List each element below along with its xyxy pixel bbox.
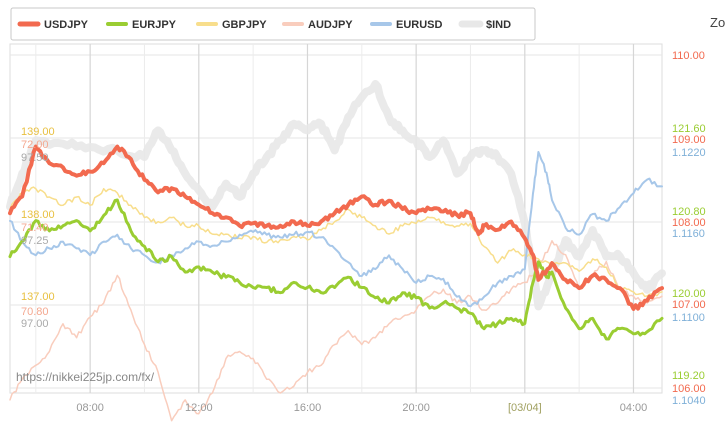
axis-layer: 08:00 12:00 16:00 20:00 [03/04] 04:00 110.00 10… [21, 50, 706, 414]
right-tick-eurjpy-3: 119.20 [672, 370, 705, 382]
x-tick-label-1: 12:00 [185, 402, 213, 414]
legend-box [10, 7, 536, 41]
right-tick-usdjpy-0: 110.00 [672, 50, 705, 62]
series-line-eurusd [9, 151, 663, 308]
x-tick-label-3: 20:00 [402, 402, 430, 414]
series-line-usdjpy [8, 144, 664, 311]
legend-label-usdjpy[interactable]: USDJPY [44, 19, 89, 31]
legend-label-ind[interactable]: $IND [486, 19, 511, 31]
right-tick-usdjpy-4: 106.00 [672, 383, 706, 395]
right-tick-usdjpy-1: 109.00 [672, 134, 706, 146]
x-tick-label-4: [03/04] [508, 402, 542, 414]
right-tick-eurusd-2: 1.1100 [672, 312, 705, 324]
right-tick-eurjpy-0: 121.60 [672, 123, 706, 135]
series-line-eurjpy [8, 198, 664, 341]
right-tick-eurusd-1: 1.1160 [672, 228, 705, 240]
left-tick-audjpy-1: 71.40 [21, 222, 49, 234]
x-tick-label-0: 08:00 [76, 402, 104, 414]
left-tick-ind-1: 97.25 [21, 235, 49, 247]
left-tick-ind-2: 97.00 [21, 318, 49, 330]
right-tick-eurjpy-2: 120.00 [672, 288, 706, 300]
right-tick-eurjpy-1: 120.80 [672, 206, 706, 218]
series-line-audjpy [9, 240, 663, 422]
watermark: https://nikkei225jp.com/fx/ [16, 370, 155, 384]
left-tick-gbpjpy-2: 137.00 [21, 291, 55, 303]
legend: USDJPY EURJPY GBPJPY AUDJPY EURUSD $IND [10, 7, 536, 41]
x-tick-label-5: 04:00 [620, 402, 648, 414]
legend-label-gbpjpy[interactable]: GBPJPY [222, 19, 267, 31]
right-tick-eurusd-0: 1.1220 [672, 147, 706, 159]
legend-label-eurjpy[interactable]: EURJPY [132, 19, 177, 31]
left-tick-ind-0: 97.50 [21, 152, 49, 164]
right-tick-usdjpy-3: 107.00 [672, 299, 706, 311]
plot-frame [9, 43, 663, 394]
left-tick-gbpjpy-0: 139.00 [21, 126, 55, 138]
left-tick-audjpy-2: 70.80 [21, 306, 49, 318]
legend-label-eurusd[interactable]: EURUSD [396, 19, 443, 31]
series-line-ind [6, 80, 666, 311]
x-tick-label-2: 16:00 [294, 402, 322, 414]
left-tick-audjpy-0: 72.00 [21, 139, 49, 151]
corner-label: Zo [710, 15, 725, 30]
right-tick-eurusd-3: 1.1040 [672, 395, 706, 407]
series-layer [6, 80, 666, 422]
legend-label-audjpy[interactable]: AUDJPY [308, 19, 353, 31]
right-tick-usdjpy-2: 108.00 [672, 217, 706, 229]
left-tick-gbpjpy-1: 138.00 [21, 209, 55, 221]
